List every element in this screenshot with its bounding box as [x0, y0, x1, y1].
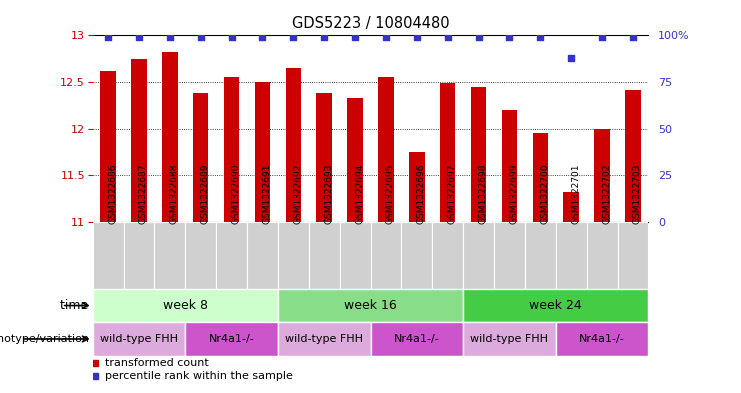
- Point: [473, 34, 485, 40]
- Bar: [162, 52, 178, 222]
- Text: GSM1322688: GSM1322688: [170, 163, 179, 224]
- FancyBboxPatch shape: [525, 222, 556, 289]
- Bar: [502, 110, 517, 222]
- Point: [627, 34, 639, 40]
- FancyBboxPatch shape: [339, 222, 370, 289]
- Point: [256, 34, 268, 40]
- FancyBboxPatch shape: [463, 322, 556, 356]
- FancyBboxPatch shape: [93, 289, 278, 322]
- Bar: [193, 93, 208, 222]
- Bar: [409, 152, 425, 222]
- FancyBboxPatch shape: [617, 222, 648, 289]
- Text: GSM1322703: GSM1322703: [633, 163, 642, 224]
- Point: [349, 34, 361, 40]
- Text: GSM1322690: GSM1322690: [231, 163, 241, 224]
- FancyBboxPatch shape: [463, 222, 494, 289]
- Point: [102, 34, 114, 40]
- Text: time: time: [60, 299, 93, 312]
- FancyBboxPatch shape: [278, 322, 370, 356]
- Point: [534, 34, 546, 40]
- FancyBboxPatch shape: [247, 222, 278, 289]
- Text: GSM1322698: GSM1322698: [479, 163, 488, 224]
- Text: GSM1322696: GSM1322696: [416, 163, 426, 224]
- Bar: [533, 133, 548, 222]
- FancyBboxPatch shape: [278, 222, 309, 289]
- FancyBboxPatch shape: [216, 222, 247, 289]
- Point: [225, 34, 237, 40]
- FancyBboxPatch shape: [93, 322, 185, 356]
- FancyBboxPatch shape: [556, 222, 587, 289]
- FancyBboxPatch shape: [556, 322, 648, 356]
- Point: [411, 34, 422, 40]
- Point: [164, 34, 176, 40]
- Text: genotype/variation: genotype/variation: [0, 334, 93, 344]
- Point: [319, 34, 330, 40]
- FancyBboxPatch shape: [587, 222, 617, 289]
- Bar: [563, 192, 579, 222]
- FancyBboxPatch shape: [185, 322, 278, 356]
- FancyBboxPatch shape: [432, 222, 463, 289]
- Bar: [594, 129, 610, 222]
- FancyBboxPatch shape: [278, 289, 463, 322]
- Text: GSM1322702: GSM1322702: [602, 163, 611, 224]
- Bar: [316, 93, 332, 222]
- Text: GSM1322687: GSM1322687: [139, 163, 148, 224]
- Bar: [100, 71, 116, 222]
- Text: week 16: week 16: [344, 299, 397, 312]
- FancyBboxPatch shape: [402, 222, 432, 289]
- Text: GSM1322701: GSM1322701: [571, 163, 580, 224]
- Text: Nr4a1-/-: Nr4a1-/-: [394, 334, 439, 344]
- Bar: [440, 83, 456, 222]
- Bar: [224, 77, 239, 222]
- FancyBboxPatch shape: [463, 289, 648, 322]
- Bar: [285, 68, 301, 222]
- FancyBboxPatch shape: [370, 222, 402, 289]
- Text: GSM1322692: GSM1322692: [293, 163, 302, 224]
- Text: wild-type FHH: wild-type FHH: [471, 334, 548, 344]
- FancyBboxPatch shape: [494, 222, 525, 289]
- Text: GSM1322689: GSM1322689: [201, 163, 210, 224]
- Text: GSM1322693: GSM1322693: [325, 163, 333, 224]
- Bar: [131, 59, 147, 222]
- Point: [442, 34, 453, 40]
- Bar: [348, 98, 363, 222]
- FancyBboxPatch shape: [124, 222, 154, 289]
- Bar: [625, 90, 641, 222]
- Text: Nr4a1-/-: Nr4a1-/-: [209, 334, 254, 344]
- Point: [565, 55, 577, 61]
- Text: GSM1322697: GSM1322697: [448, 163, 456, 224]
- Text: GSM1322699: GSM1322699: [510, 163, 519, 224]
- Text: GSM1322700: GSM1322700: [540, 163, 549, 224]
- Text: wild-type FHH: wild-type FHH: [285, 334, 363, 344]
- FancyBboxPatch shape: [370, 322, 463, 356]
- Point: [288, 34, 299, 40]
- Text: week 8: week 8: [163, 299, 207, 312]
- Point: [596, 34, 608, 40]
- Text: Nr4a1-/-: Nr4a1-/-: [579, 334, 625, 344]
- Text: GSM1322694: GSM1322694: [355, 163, 364, 224]
- Text: GSM1322686: GSM1322686: [108, 163, 117, 224]
- FancyBboxPatch shape: [185, 222, 216, 289]
- FancyBboxPatch shape: [154, 222, 185, 289]
- FancyBboxPatch shape: [93, 222, 124, 289]
- Text: percentile rank within the sample: percentile rank within the sample: [105, 371, 293, 381]
- Text: week 24: week 24: [529, 299, 582, 312]
- Point: [133, 34, 145, 40]
- FancyBboxPatch shape: [309, 222, 339, 289]
- Text: GSM1322691: GSM1322691: [262, 163, 271, 224]
- Point: [504, 34, 516, 40]
- Bar: [471, 87, 486, 222]
- Point: [195, 34, 207, 40]
- Text: wild-type FHH: wild-type FHH: [100, 334, 178, 344]
- Bar: [378, 77, 393, 222]
- Text: GSM1322695: GSM1322695: [386, 163, 395, 224]
- Title: GDS5223 / 10804480: GDS5223 / 10804480: [292, 17, 449, 31]
- Point: [380, 34, 392, 40]
- Text: transformed count: transformed count: [105, 358, 209, 367]
- Bar: [255, 82, 270, 222]
